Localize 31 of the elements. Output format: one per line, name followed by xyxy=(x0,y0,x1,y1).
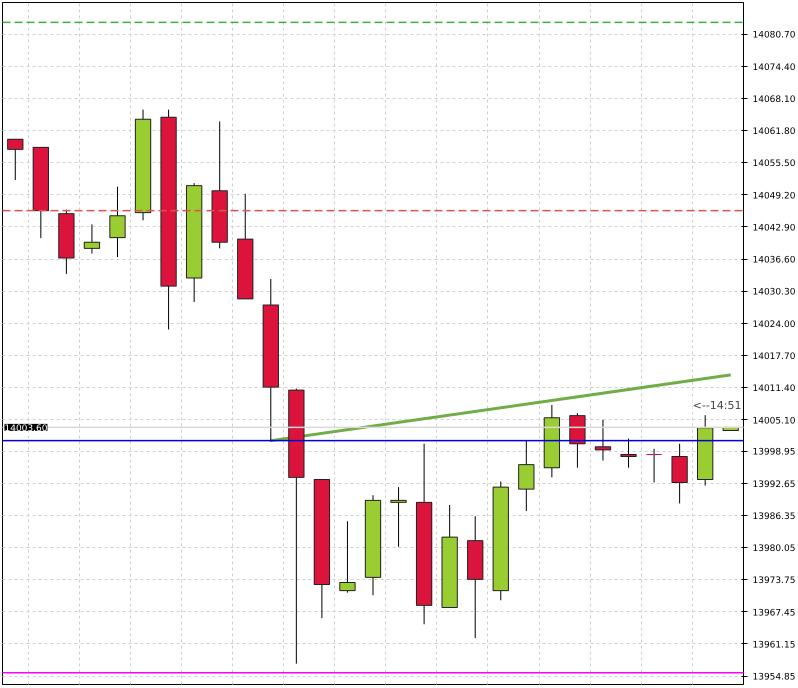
y-tick-label: 14061.80 xyxy=(752,127,796,138)
y-tick-label: 14055.50 xyxy=(752,159,796,170)
y-tick-label: 13986.35 xyxy=(752,512,796,522)
candlestick xyxy=(109,186,126,258)
y-tick-label: 13992.65 xyxy=(752,480,796,490)
y-tick-label: 14024.00 xyxy=(752,320,796,330)
annotation: <--14:51 xyxy=(692,398,742,412)
y-tick-label: 13998.95 xyxy=(752,448,796,458)
ref-line-label: 14003.60 xyxy=(4,424,48,434)
candlestick xyxy=(620,438,637,468)
candlestick xyxy=(646,448,662,483)
y-tick-label: 13954.85 xyxy=(752,672,796,683)
y-tick-label: 14011.40 xyxy=(752,384,796,394)
y-tick-label: 13967.45 xyxy=(752,608,796,618)
y-tick-label: 13961.15 xyxy=(752,640,796,650)
y-tick-label: 14030.30 xyxy=(752,288,796,298)
candlestick xyxy=(84,224,100,254)
candlestick xyxy=(339,520,356,594)
candlestick xyxy=(390,486,407,548)
y-tick-label: 14036.60 xyxy=(752,256,796,266)
y-tick-label: 14017.70 xyxy=(752,352,796,362)
y-tick-label: 14005.10 xyxy=(752,416,796,426)
y-tick-label: 14068.10 xyxy=(752,94,796,105)
y-tick-label: 13973.75 xyxy=(752,576,796,586)
candlestick xyxy=(7,138,24,181)
y-tick-label: 14080.70 xyxy=(752,30,796,41)
y-tick-label: 14042.90 xyxy=(752,223,796,234)
y-tick-label: 14074.40 xyxy=(752,62,796,73)
candlestick xyxy=(594,419,612,462)
y-tick-label: 14049.20 xyxy=(752,191,796,202)
y-tick-label: 13980.05 xyxy=(752,544,796,554)
